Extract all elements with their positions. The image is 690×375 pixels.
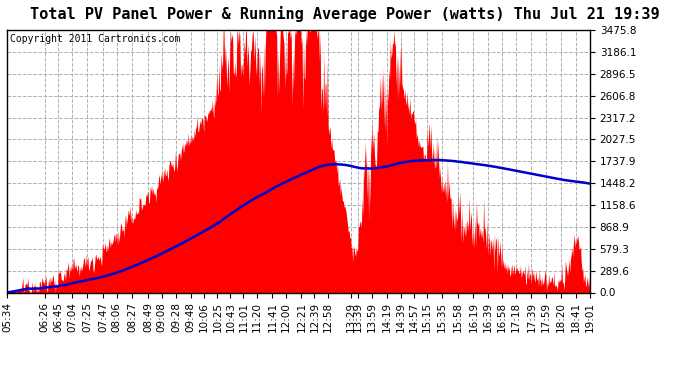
Text: Copyright 2011 Cartronics.com: Copyright 2011 Cartronics.com xyxy=(10,34,180,44)
Text: Total PV Panel Power & Running Average Power (watts) Thu Jul 21 19:39: Total PV Panel Power & Running Average P… xyxy=(30,6,660,22)
